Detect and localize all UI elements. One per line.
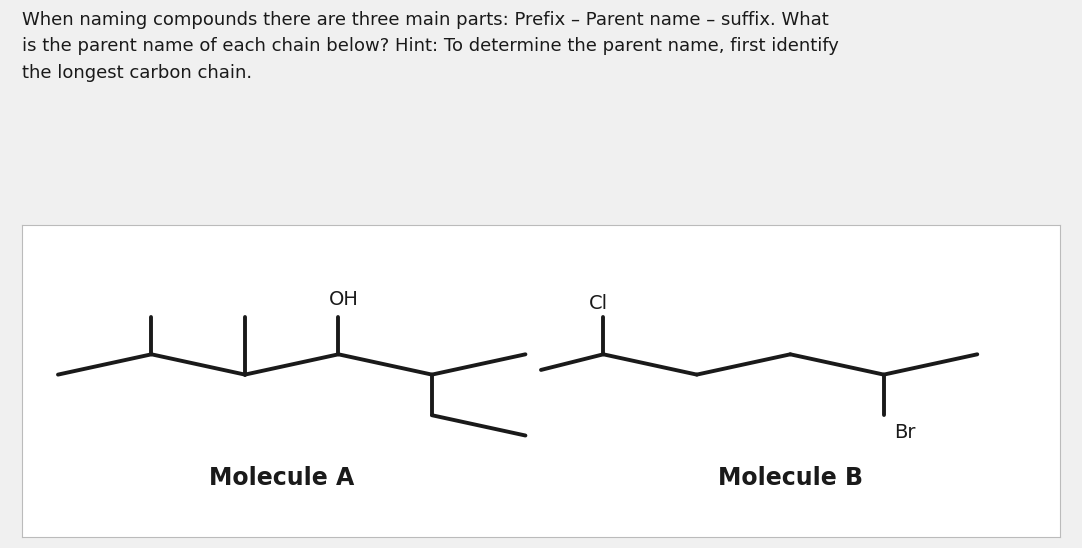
Text: Cl: Cl xyxy=(589,294,608,313)
Text: Molecule A: Molecule A xyxy=(209,466,354,490)
Text: When naming compounds there are three main parts: Prefix – Parent name – suffix.: When naming compounds there are three ma… xyxy=(22,11,839,82)
Text: OH: OH xyxy=(329,290,358,309)
Text: Br: Br xyxy=(894,423,915,442)
Text: Molecule B: Molecule B xyxy=(717,466,862,490)
